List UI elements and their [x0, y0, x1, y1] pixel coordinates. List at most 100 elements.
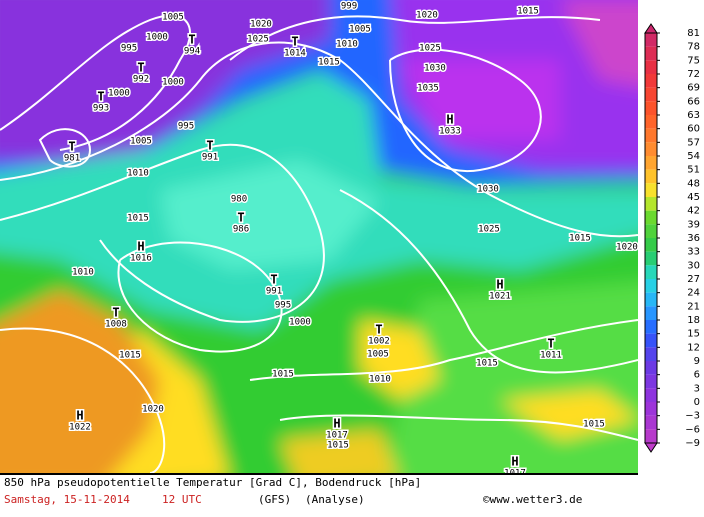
pressure-symbol: T — [547, 337, 554, 351]
isobar-label: 1000 — [289, 318, 311, 328]
isobar-label: 1015 — [127, 214, 149, 224]
pressure-value: 1011 — [540, 351, 562, 361]
pressure-symbol: H — [76, 409, 83, 423]
isobar-label: 1000 — [108, 89, 130, 99]
pressure-value: 1016 — [130, 254, 152, 264]
tick-label: 27 — [687, 274, 700, 285]
isobar-label: 1025 — [419, 44, 441, 54]
isobar-label: 1010 — [336, 40, 358, 50]
color-cell — [645, 429, 657, 443]
color-cell — [645, 197, 657, 211]
color-cell — [645, 292, 657, 307]
isobar-label: 1005 — [130, 137, 152, 147]
color-cell — [645, 251, 657, 266]
pressure-value: 1033 — [439, 127, 461, 137]
isobar-label: 1020 — [416, 11, 438, 21]
pressure-value: 986 — [233, 225, 249, 235]
pressure-value: 1008 — [105, 320, 127, 330]
color-cell — [645, 169, 657, 184]
pressure-symbol: T — [375, 323, 382, 337]
pressure-value: 1021 — [489, 292, 511, 302]
time: 12 UTC — [162, 493, 202, 506]
isobar-label: 1020 — [250, 20, 272, 30]
isobar-label: 1015 — [119, 351, 141, 361]
pressure-symbol: T — [137, 61, 144, 75]
tick-label: 24 — [687, 288, 700, 299]
date: Samstag, 15-11-2014 — [4, 493, 130, 506]
tick-label: 6 — [694, 370, 700, 381]
title: 850 hPa pseudopotentielle Temperatur [Gr… — [4, 476, 421, 489]
tick-label: 78 — [687, 42, 700, 53]
isobar-label: 995 — [178, 122, 194, 132]
color-cell — [645, 347, 657, 361]
color-cell — [645, 238, 657, 252]
tick-label: 39 — [687, 219, 700, 230]
isobar-label: 1025 — [478, 225, 500, 235]
isobar-label: 995 — [275, 301, 291, 311]
isobar-label: 1030 — [424, 64, 446, 74]
pressure-symbol: H — [511, 455, 518, 469]
color-cell — [645, 210, 657, 225]
color-cell — [645, 156, 657, 170]
tick-label: 69 — [687, 83, 700, 94]
pressure-value: 994 — [184, 47, 200, 57]
isobar-label: 1015 — [583, 420, 605, 430]
run: (Analyse) — [305, 493, 365, 506]
tick-label: 0 — [694, 397, 700, 408]
isobar-label: 1025 — [247, 35, 269, 45]
isobar-label: 1035 — [417, 84, 439, 94]
isobar-label: 1005 — [367, 350, 389, 360]
isobar-label: 980 — [231, 195, 247, 205]
pressure-value: 981 — [64, 154, 80, 164]
isobar-label: 1010 — [127, 169, 149, 179]
isobar-label: 1010 — [72, 268, 94, 278]
tick-label: 45 — [687, 192, 700, 203]
pressure-value: 991 — [202, 153, 218, 163]
isobar-label: 1020 — [142, 405, 164, 415]
color-cell — [645, 101, 657, 115]
tick-label: 15 — [687, 329, 700, 340]
map: T992T993T981T994T1014H1033T991T986H1016T… — [0, 0, 638, 473]
tick-label: 48 — [687, 178, 700, 189]
color-cell — [645, 128, 657, 143]
pressure-symbol: T — [206, 139, 213, 153]
pressure-value: 1014 — [284, 49, 306, 59]
color-cell — [645, 415, 657, 430]
tick-label: 54 — [687, 151, 700, 162]
color-cell — [645, 279, 657, 293]
bar-top-arrow — [644, 23, 658, 34]
tick-label: −3 — [685, 411, 700, 422]
color-cell — [645, 374, 657, 389]
isobar-label: 1015 — [569, 234, 591, 244]
isobar-label: 1000 — [146, 33, 168, 43]
isobar-label: 1020 — [616, 243, 638, 253]
isobar-label: 995 — [121, 44, 137, 54]
tick-label: 63 — [687, 110, 700, 121]
pressure-symbol: T — [291, 35, 298, 49]
tick-label: 3 — [694, 383, 700, 394]
credit: ©www.wetter3.de — [483, 493, 582, 506]
tick-label: 75 — [687, 55, 700, 66]
color-cell — [645, 224, 657, 238]
isobar-label: 1005 — [349, 25, 371, 35]
tick-label: 12 — [687, 342, 700, 353]
color-cell — [645, 402, 657, 416]
color-cell — [645, 306, 657, 320]
tick-label: 81 — [687, 28, 700, 39]
isobar-label: 1015 — [327, 441, 349, 451]
color-cell — [645, 33, 657, 47]
tick-label: 18 — [687, 315, 700, 326]
color-cell — [645, 265, 657, 279]
tick-label: 21 — [687, 301, 700, 312]
color-cell — [645, 142, 657, 156]
pressure-symbol: T — [270, 273, 277, 287]
color-cell — [645, 333, 657, 348]
color-cell — [645, 60, 657, 74]
tick-label: 66 — [687, 96, 700, 107]
color-cell — [645, 115, 657, 129]
color-cell — [645, 87, 657, 102]
tick-label: 72 — [687, 69, 700, 80]
isobar-label: 1015 — [476, 359, 498, 369]
isobar-label: 1005 — [162, 13, 184, 23]
